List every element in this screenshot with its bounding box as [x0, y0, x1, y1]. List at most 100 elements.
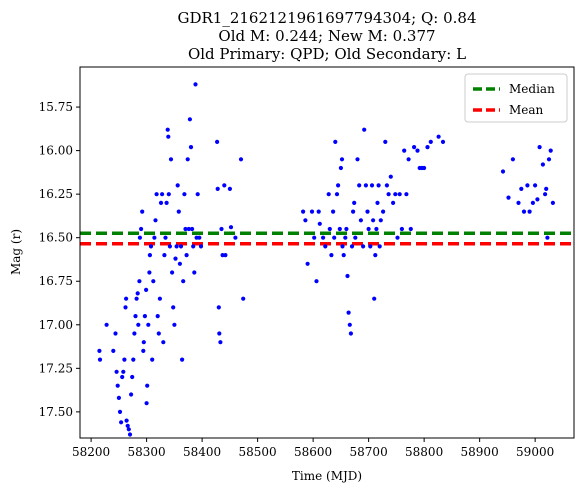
data-point [166, 128, 170, 132]
data-point [422, 166, 426, 170]
data-point [323, 244, 327, 248]
data-point [117, 396, 121, 400]
data-point [331, 210, 335, 214]
data-point [355, 157, 359, 161]
data-point [186, 157, 190, 161]
data-point [533, 183, 537, 187]
data-point [178, 262, 182, 266]
data-point [398, 192, 402, 196]
data-point [303, 218, 307, 222]
data-point [301, 210, 305, 214]
x-tick-label: 58200 [72, 445, 110, 459]
x-axis-label: Time (MJD) [292, 469, 362, 483]
legend-median-label: Median [509, 82, 555, 96]
data-point [139, 227, 143, 231]
data-point [113, 331, 117, 335]
data-point [129, 392, 133, 396]
data-point [338, 227, 342, 231]
data-point [402, 149, 406, 153]
data-point [340, 244, 344, 248]
title-line-1: GDR1_2162121961697794304; Q: 0.84 [177, 9, 476, 27]
y-tick-label: 17.50 [39, 405, 73, 419]
data-point [425, 145, 429, 149]
data-point [175, 244, 179, 248]
data-point [119, 420, 123, 424]
data-point [176, 183, 180, 187]
data-point [329, 253, 333, 257]
data-point [197, 236, 201, 240]
data-point [547, 157, 551, 161]
y-axis: 15.75 16.00 16.25 16.50 16.75 17.00 17.25 17.50 [39, 100, 80, 419]
data-point [161, 340, 165, 344]
data-point [146, 323, 150, 327]
data-point [173, 257, 177, 261]
data-point [97, 349, 101, 353]
data-point [541, 162, 545, 166]
data-point [327, 192, 331, 196]
data-point [357, 183, 361, 187]
data-point [143, 314, 147, 318]
data-point [218, 340, 222, 344]
data-point [148, 253, 152, 257]
data-point [441, 140, 445, 144]
data-point [141, 349, 145, 353]
data-point [138, 236, 142, 240]
data-point [365, 210, 369, 214]
data-point [128, 432, 132, 436]
data-point [389, 175, 393, 179]
data-point [149, 244, 153, 248]
data-point [501, 169, 505, 173]
data-point [391, 201, 395, 205]
data-point [181, 279, 185, 283]
data-point [545, 236, 549, 240]
data-point [314, 279, 318, 283]
data-point [351, 210, 355, 214]
data-point [217, 331, 221, 335]
data-point [156, 314, 160, 318]
data-point [166, 135, 170, 139]
data-point [145, 401, 149, 405]
data-point [412, 145, 416, 149]
x-tick-label: 58700 [350, 445, 388, 459]
data-point [549, 149, 553, 153]
data-point [122, 358, 126, 362]
data-point [371, 218, 375, 222]
data-point [120, 375, 124, 379]
data-point [350, 244, 354, 248]
data-point [132, 331, 136, 335]
data-point [216, 187, 220, 191]
data-point [131, 358, 135, 362]
data-point [239, 157, 243, 161]
data-point [387, 192, 391, 196]
data-point [511, 157, 515, 161]
title-line-2: Old M: 0.244; New M: 0.377 [218, 27, 435, 45]
data-point [162, 253, 166, 257]
y-tick-label: 16.75 [39, 274, 73, 288]
data-point [130, 375, 134, 379]
data-point [404, 192, 408, 196]
title-line-3: Old Primary: QPD; Old Secondary: L [188, 45, 466, 63]
data-point [155, 192, 159, 196]
data-point [409, 227, 413, 231]
data-point [339, 166, 343, 170]
data-point [317, 210, 321, 214]
data-point [121, 370, 125, 374]
data-point [348, 323, 352, 327]
data-point [163, 236, 167, 240]
data-point [222, 183, 226, 187]
data-point [180, 358, 184, 362]
data-point [332, 236, 336, 240]
data-point [336, 183, 340, 187]
data-point [192, 270, 196, 274]
plot-frame [80, 67, 574, 438]
data-point [377, 183, 381, 187]
data-point [370, 183, 374, 187]
data-point [153, 218, 157, 222]
data-point [171, 305, 175, 309]
data-point [544, 187, 548, 191]
y-tick-label: 16.50 [39, 231, 73, 245]
data-point [147, 270, 151, 274]
data-point [321, 236, 325, 240]
data-point [191, 244, 195, 248]
